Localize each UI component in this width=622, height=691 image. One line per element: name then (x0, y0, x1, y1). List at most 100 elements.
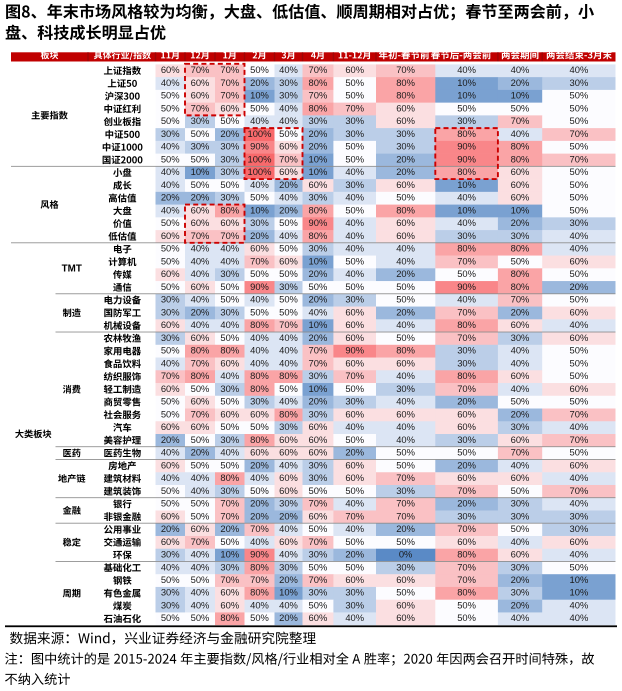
svg-text:60%: 60% (345, 306, 364, 317)
svg-text:40%: 40% (309, 306, 328, 317)
svg-text:60%: 60% (396, 599, 415, 610)
svg-text:30%: 30% (220, 306, 239, 317)
svg-text:50%: 50% (345, 434, 364, 445)
svg-text:80%: 80% (457, 587, 476, 598)
svg-text:20%: 20% (396, 523, 415, 534)
svg-text:40%: 40% (511, 345, 530, 356)
svg-text:60%: 60% (396, 612, 415, 623)
svg-text:50%: 50% (570, 396, 589, 407)
svg-text:50%: 50% (511, 485, 530, 496)
svg-text:70%: 70% (511, 447, 530, 458)
svg-text:40%: 40% (279, 115, 298, 126)
svg-text:50%: 50% (220, 294, 239, 305)
svg-text:30%: 30% (570, 510, 589, 521)
svg-text:40%: 40% (220, 255, 239, 266)
svg-text:40%: 40% (250, 536, 269, 547)
svg-text:50%: 50% (250, 102, 269, 113)
svg-text:50%: 50% (396, 332, 415, 343)
svg-text:20%: 20% (161, 192, 180, 203)
svg-text:80%: 80% (309, 230, 328, 241)
svg-text:10%: 10% (570, 587, 589, 598)
svg-text:40%: 40% (396, 370, 415, 381)
svg-text:70%: 70% (220, 77, 239, 88)
svg-text:40%: 40% (279, 396, 298, 407)
svg-text:20%: 20% (511, 574, 530, 585)
svg-text:30%: 30% (457, 434, 476, 445)
svg-text:60%: 60% (250, 243, 269, 254)
svg-text:40%: 40% (345, 192, 364, 203)
svg-text:80%: 80% (250, 370, 269, 381)
svg-text:20%: 20% (279, 204, 298, 215)
svg-text:50%: 50% (191, 612, 210, 623)
svg-text:30%: 30% (345, 587, 364, 598)
svg-text:40%: 40% (250, 357, 269, 368)
svg-text:30%: 30% (570, 77, 589, 88)
svg-text:40%: 40% (279, 64, 298, 75)
svg-text:20%: 20% (396, 166, 415, 177)
svg-text:60%: 60% (511, 166, 530, 177)
svg-text:80%: 80% (511, 281, 530, 292)
svg-text:20%: 20% (345, 549, 364, 560)
svg-text:80%: 80% (220, 204, 239, 215)
svg-text:40%: 40% (345, 217, 364, 228)
svg-text:50%: 50% (511, 523, 530, 534)
svg-text:50%: 50% (220, 332, 239, 343)
svg-text:70%: 70% (396, 510, 415, 521)
svg-text:20%: 20% (570, 281, 589, 292)
svg-text:70%: 70% (309, 345, 328, 356)
svg-text:50%: 50% (191, 128, 210, 139)
svg-text:60%: 60% (279, 434, 298, 445)
svg-text:20%: 20% (191, 447, 210, 458)
svg-text:30%: 30% (309, 370, 328, 381)
svg-text:70%: 70% (570, 485, 589, 496)
svg-text:70%: 70% (161, 370, 180, 381)
svg-text:50%: 50% (161, 243, 180, 254)
svg-text:50%: 50% (396, 192, 415, 203)
svg-text:70%: 70% (309, 357, 328, 368)
svg-text:80%: 80% (191, 345, 210, 356)
svg-text:80%: 80% (220, 612, 239, 623)
svg-text:50%: 50% (309, 561, 328, 572)
svg-text:80%: 80% (279, 370, 298, 381)
svg-text:60%: 60% (191, 204, 210, 215)
svg-text:30%: 30% (309, 408, 328, 419)
svg-text:50%: 50% (191, 383, 210, 394)
svg-text:60%: 60% (396, 408, 415, 419)
svg-text:40%: 40% (511, 128, 530, 139)
svg-text:20%: 20% (250, 498, 269, 509)
svg-text:30%: 30% (570, 523, 589, 534)
svg-text:40%: 40% (511, 536, 530, 547)
svg-text:40%: 40% (161, 357, 180, 368)
svg-text:50%: 50% (309, 485, 328, 496)
svg-text:60%: 60% (396, 230, 415, 241)
svg-text:50%: 50% (345, 536, 364, 547)
svg-text:40%: 40% (191, 599, 210, 610)
svg-text:50%: 50% (220, 536, 239, 547)
svg-text:40%: 40% (570, 612, 589, 623)
svg-text:60%: 60% (457, 472, 476, 483)
svg-text:50%: 50% (279, 383, 298, 394)
svg-text:30%: 30% (345, 294, 364, 305)
svg-text:60%: 60% (511, 319, 530, 330)
svg-text:60%: 60% (279, 255, 298, 266)
svg-text:80%: 80% (309, 77, 328, 88)
svg-text:40%: 40% (570, 243, 589, 254)
svg-text:40%: 40% (250, 294, 269, 305)
svg-text:70%: 70% (220, 510, 239, 521)
svg-text:40%: 40% (191, 472, 210, 483)
svg-text:60%: 60% (161, 268, 180, 279)
svg-text:40%: 40% (191, 319, 210, 330)
svg-text:30%: 30% (191, 115, 210, 126)
svg-text:50%: 50% (250, 64, 269, 75)
svg-text:80%: 80% (457, 128, 476, 139)
svg-text:20%: 20% (309, 128, 328, 139)
svg-text:50%: 50% (396, 294, 415, 305)
svg-text:50%: 50% (161, 408, 180, 419)
svg-text:70%: 70% (220, 64, 239, 75)
svg-text:30%: 30% (161, 306, 180, 317)
svg-text:50%: 50% (161, 485, 180, 496)
svg-text:80%: 80% (511, 268, 530, 279)
svg-text:40%: 40% (220, 370, 239, 381)
svg-text:40%: 40% (396, 421, 415, 432)
svg-text:30%: 30% (511, 230, 530, 241)
